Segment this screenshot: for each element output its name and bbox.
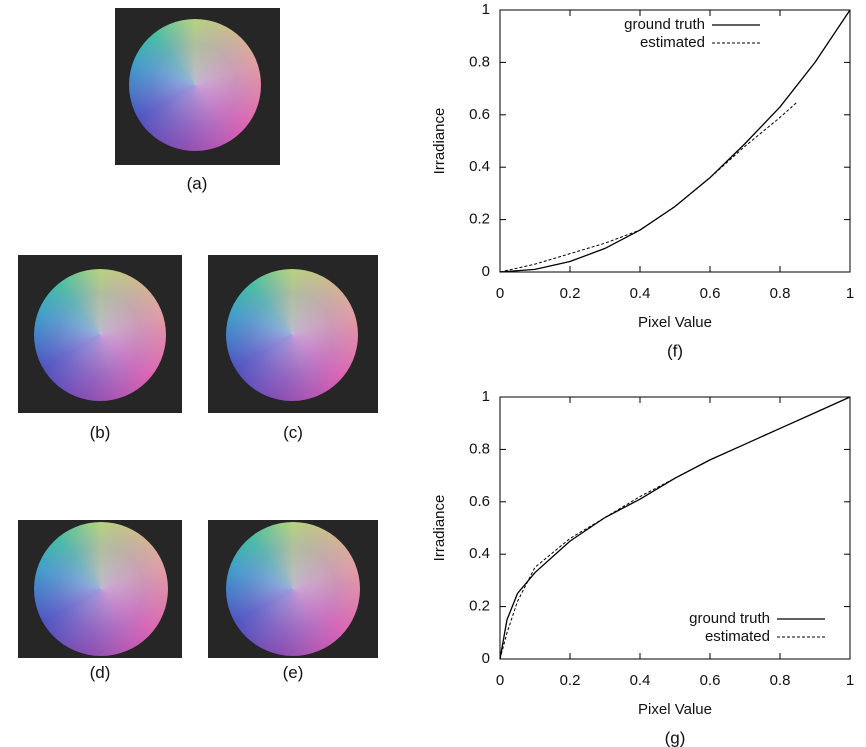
y-tick-label: 0.4 [469,158,490,175]
y-axis-label: Irradiance [431,495,448,562]
caption: (d) [89,663,111,682]
chart-caption: (g) [665,728,686,747]
y-tick-label: 0 [482,650,490,667]
x-tick-label: 0.6 [700,285,721,302]
caption: (e) [282,663,304,682]
y-tick-label: 0.6 [469,493,490,510]
x-axis-label: Pixel Value [638,314,712,331]
caption: (a) [186,174,208,193]
x-axis-label: Pixel Value [638,701,712,718]
sphere-image [208,255,378,413]
x-tick-label: 0.2 [560,285,581,302]
x-tick-label: 0 [496,285,504,302]
caption: (c) [283,423,303,442]
plot-frame [499,396,851,660]
data-line [499,396,851,660]
y-tick-label: 0 [482,263,490,280]
y-tick-label: 1 [482,1,490,18]
sphere-image [115,8,280,165]
sphere-image [18,255,182,413]
x-tick-label: 1 [846,285,854,302]
sphere-image [18,520,182,658]
legend-label: estimated [640,34,705,51]
y-tick-label: 0.4 [469,545,490,562]
y-tick-label: 0.2 [469,211,490,228]
x-tick-label: 0.2 [560,672,581,689]
sphere-image [208,520,378,658]
y-tick-label: 0.2 [469,598,490,615]
x-tick-label: 0.6 [700,672,721,689]
plot-frame [499,9,851,273]
x-tick-label: 0.8 [770,285,791,302]
x-tick-label: 0.4 [630,672,651,689]
data-line [499,459,711,660]
chart-caption: (f) [667,341,683,360]
y-tick-label: 0.6 [469,106,490,123]
y-tick-label: 0.8 [469,440,490,457]
caption: (b) [89,423,111,442]
x-tick-label: 0.8 [770,672,791,689]
legend-label: ground truth [624,16,705,33]
x-tick-label: 1 [846,672,854,689]
legend-label: ground truth [689,610,770,627]
y-axis-label: Irradiance [431,108,448,175]
legend-label: estimated [705,628,770,645]
y-tick-label: 0.8 [469,53,490,70]
x-tick-label: 0 [496,672,504,689]
data-line [499,101,798,273]
x-tick-label: 0.4 [630,285,651,302]
y-tick-label: 1 [482,388,490,405]
data-line [499,9,851,273]
